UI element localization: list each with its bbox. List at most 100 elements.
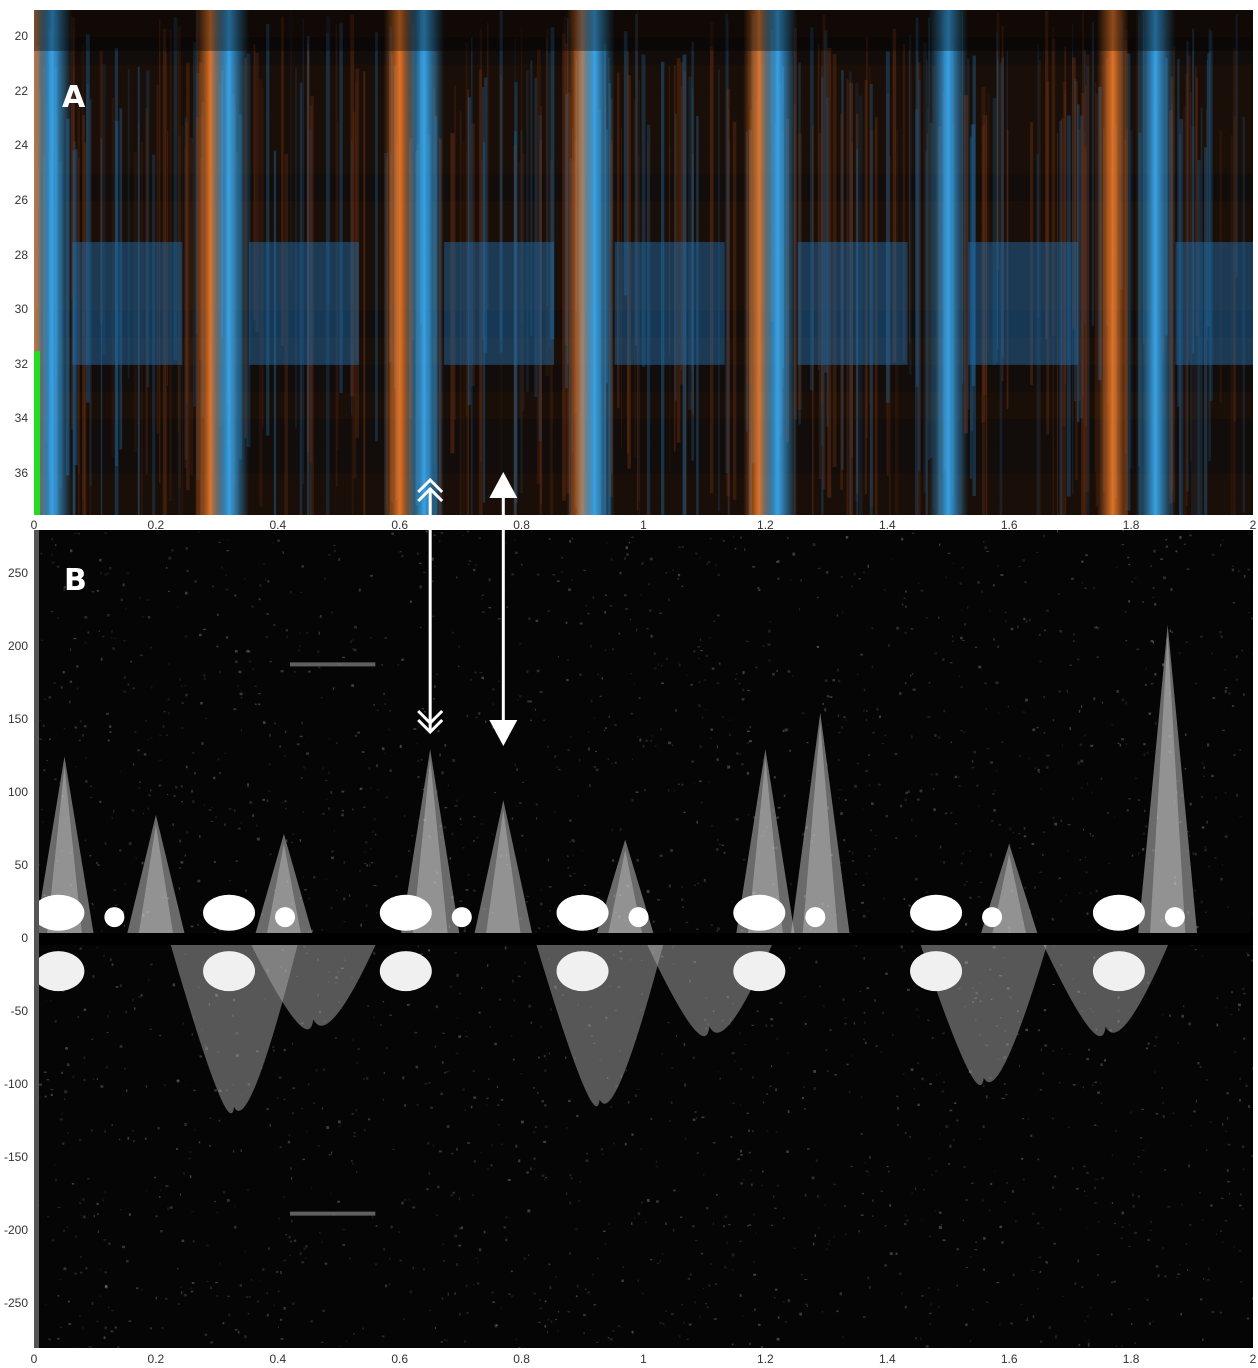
noise-speck (62, 989, 65, 993)
noise-speck (1209, 1121, 1213, 1123)
noise-speck (394, 875, 398, 878)
noise-speck (258, 598, 261, 601)
noise-speck (476, 1282, 480, 1285)
noise-speck (644, 1221, 647, 1223)
noise-speck (653, 652, 656, 655)
noise-speck (90, 797, 93, 799)
noise-speck (128, 1213, 131, 1216)
noise-speck (777, 560, 780, 563)
noise-speck (418, 562, 422, 565)
noise-speck (1164, 538, 1168, 541)
noise-speck (1123, 1030, 1127, 1033)
noise-speck (782, 1217, 785, 1220)
noise-speck (456, 973, 459, 977)
noise-speck (389, 710, 391, 712)
heatmap-streak (1037, 44, 1039, 319)
noise-speck (540, 889, 543, 891)
noise-speck (705, 709, 707, 711)
noise-speck (332, 687, 335, 691)
bright-blob-lower (733, 951, 786, 992)
noise-speck (1097, 1274, 1099, 1277)
noise-speck (351, 639, 355, 641)
noise-speck (312, 930, 314, 932)
noise-speck (548, 538, 551, 540)
noise-speck (996, 1281, 1000, 1284)
noise-speck (938, 1211, 942, 1214)
noise-speck (1175, 550, 1178, 553)
noise-speck (119, 849, 122, 852)
noise-speck (99, 1295, 102, 1297)
noise-speck (897, 1106, 899, 1110)
noise-speck (252, 814, 255, 817)
noise-speck (456, 576, 458, 579)
noise-speck (1186, 831, 1189, 833)
noise-speck (642, 744, 645, 748)
heatmap-streak (520, 27, 523, 325)
heatmap-streak (564, 43, 569, 346)
noise-speck (194, 772, 196, 775)
noise-speck (556, 580, 560, 582)
noise-speck (881, 743, 884, 745)
noise-speck (266, 1292, 269, 1295)
noise-speck (587, 1291, 590, 1294)
noise-speck (1083, 1190, 1086, 1192)
noise-speck (87, 1178, 90, 1180)
heatmap-streak (1190, 126, 1195, 515)
noise-speck (1084, 856, 1086, 858)
noise-speck (271, 1046, 275, 1048)
noise-speck (631, 798, 634, 802)
heatmap-streak (73, 28, 75, 308)
heatmap-streak (77, 103, 80, 475)
noise-speck (134, 1007, 136, 1010)
spectrogram-panel: B (34, 530, 1253, 1348)
heatmap-streak (1179, 119, 1184, 515)
noise-speck (721, 844, 724, 847)
noise-speck (518, 802, 522, 804)
noise-speck (860, 1133, 864, 1135)
noise-speck (511, 817, 514, 820)
noise-speck (58, 1278, 62, 1281)
noise-speck (904, 1305, 908, 1309)
noise-speck (801, 1097, 804, 1100)
noise-speck (678, 573, 681, 577)
noise-speck (901, 537, 904, 541)
noise-speck (982, 1199, 984, 1202)
noise-speck (1221, 864, 1224, 866)
noise-speck (732, 1102, 735, 1104)
noise-speck (547, 925, 550, 928)
noise-speck (319, 615, 322, 618)
noise-speck (488, 607, 492, 609)
noise-speck (544, 1324, 547, 1328)
noise-speck (650, 1258, 653, 1261)
noise-speck (548, 1052, 550, 1055)
noise-speck (91, 1301, 94, 1305)
noise-speck (1220, 1197, 1224, 1199)
noise-speck (573, 840, 576, 843)
noise-speck (549, 1286, 552, 1290)
noise-speck (351, 1162, 354, 1165)
noise-speck (382, 1098, 385, 1101)
noise-speck (389, 769, 392, 772)
noise-speck (1204, 848, 1207, 852)
noise-speck (1175, 1277, 1179, 1279)
noise-speck (292, 1302, 295, 1306)
noise-speck (945, 576, 948, 579)
noise-speck (96, 1202, 99, 1206)
noise-speck (963, 1166, 966, 1168)
noise-speck (89, 855, 92, 857)
noise-speck (305, 1245, 308, 1248)
noise-speck (1073, 633, 1075, 636)
noise-speck (505, 1238, 508, 1242)
heatmap-streak (253, 44, 256, 320)
noise-speck (1042, 534, 1045, 538)
noise-speck (44, 1095, 47, 1098)
noise-speck (1145, 1047, 1149, 1050)
noise-speck (1251, 1154, 1253, 1157)
noise-speck (178, 887, 181, 890)
noise-speck (544, 1301, 547, 1304)
noise-speck (716, 682, 720, 684)
noise-speck (39, 1083, 42, 1086)
heatmap-streak (337, 121, 339, 451)
x-tick-label: 1.2 (757, 518, 774, 532)
noise-speck (113, 889, 116, 891)
